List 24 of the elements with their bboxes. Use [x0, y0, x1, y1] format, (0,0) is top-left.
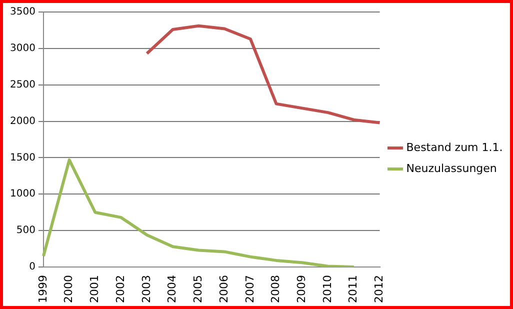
x-tick-label: 2009 [295, 275, 308, 304]
x-tick-label: 2011 [346, 275, 360, 304]
y-tick-label: 0 [29, 262, 36, 273]
x-tick-label: 2003 [140, 275, 153, 304]
x-tick-label: 2001 [88, 275, 102, 304]
x-tick-label: 2007 [243, 275, 256, 304]
legend-label: Neuzulassungen [406, 162, 497, 175]
x-tick-label: 2004 [166, 275, 179, 304]
x-tick-label: 2008 [269, 275, 282, 304]
x-tick-label: 2000 [62, 275, 76, 304]
y-tick-label: 3500 [10, 6, 36, 18]
y-tick-label: 1000 [10, 188, 36, 200]
x-tick-label: 1999 [36, 275, 50, 304]
y-tick-label: 2500 [10, 79, 36, 90]
x-tick-label: 2012 [372, 275, 386, 304]
legend-label: Bestand zum 1.1. [406, 140, 503, 154]
y-tick-label: 500 [16, 225, 36, 236]
x-tick-label: 2010 [320, 275, 334, 304]
y-tick-label: 1500 [10, 152, 36, 164]
y-tick-label: 3000 [10, 43, 36, 54]
x-tick-label: 2006 [217, 275, 230, 304]
x-tick-label: 2005 [192, 275, 205, 304]
x-tick-label: 2002 [114, 275, 127, 304]
y-tick-label: 2000 [10, 116, 36, 127]
